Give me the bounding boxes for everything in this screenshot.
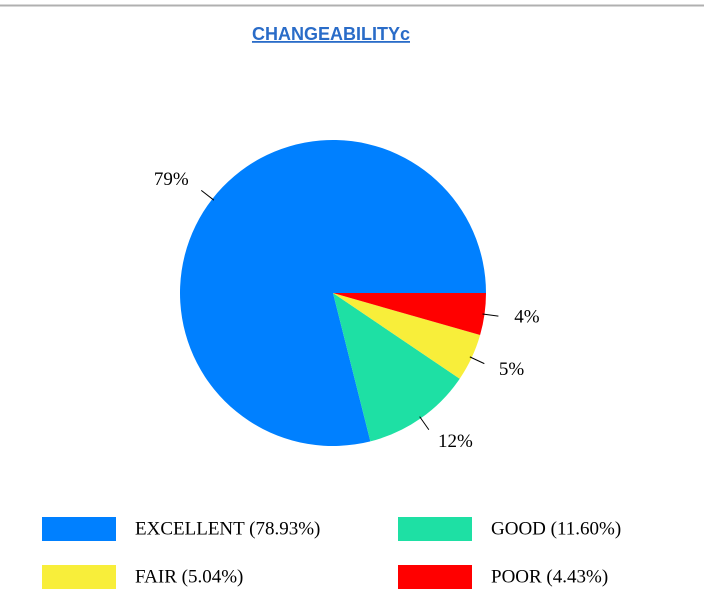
pie-slice bbox=[333, 293, 486, 336]
leader-line bbox=[200, 189, 215, 201]
pie-slice bbox=[333, 293, 460, 442]
data-label: 5% bbox=[499, 359, 525, 380]
legend-swatch bbox=[42, 565, 116, 589]
legend-label: EXCELLENT (78.93%) bbox=[135, 518, 320, 539]
leader-line bbox=[419, 416, 430, 431]
data-label: 4% bbox=[514, 307, 540, 328]
legend-label: FAIR (5.04%) bbox=[135, 566, 243, 587]
pie-slice bbox=[333, 293, 481, 379]
leader-line bbox=[469, 356, 485, 365]
legend-swatch bbox=[398, 565, 472, 589]
legend-label: POOR (4.43%) bbox=[491, 566, 608, 587]
chart-title[interactable]: CHANGEABILITYc bbox=[252, 24, 410, 44]
legend-swatch bbox=[398, 517, 472, 541]
data-label: 12% bbox=[438, 431, 473, 452]
leader-line bbox=[482, 313, 499, 317]
legend-label: GOOD (11.60%) bbox=[491, 518, 621, 539]
legend-swatch bbox=[42, 517, 116, 541]
data-label: 79% bbox=[154, 169, 189, 190]
